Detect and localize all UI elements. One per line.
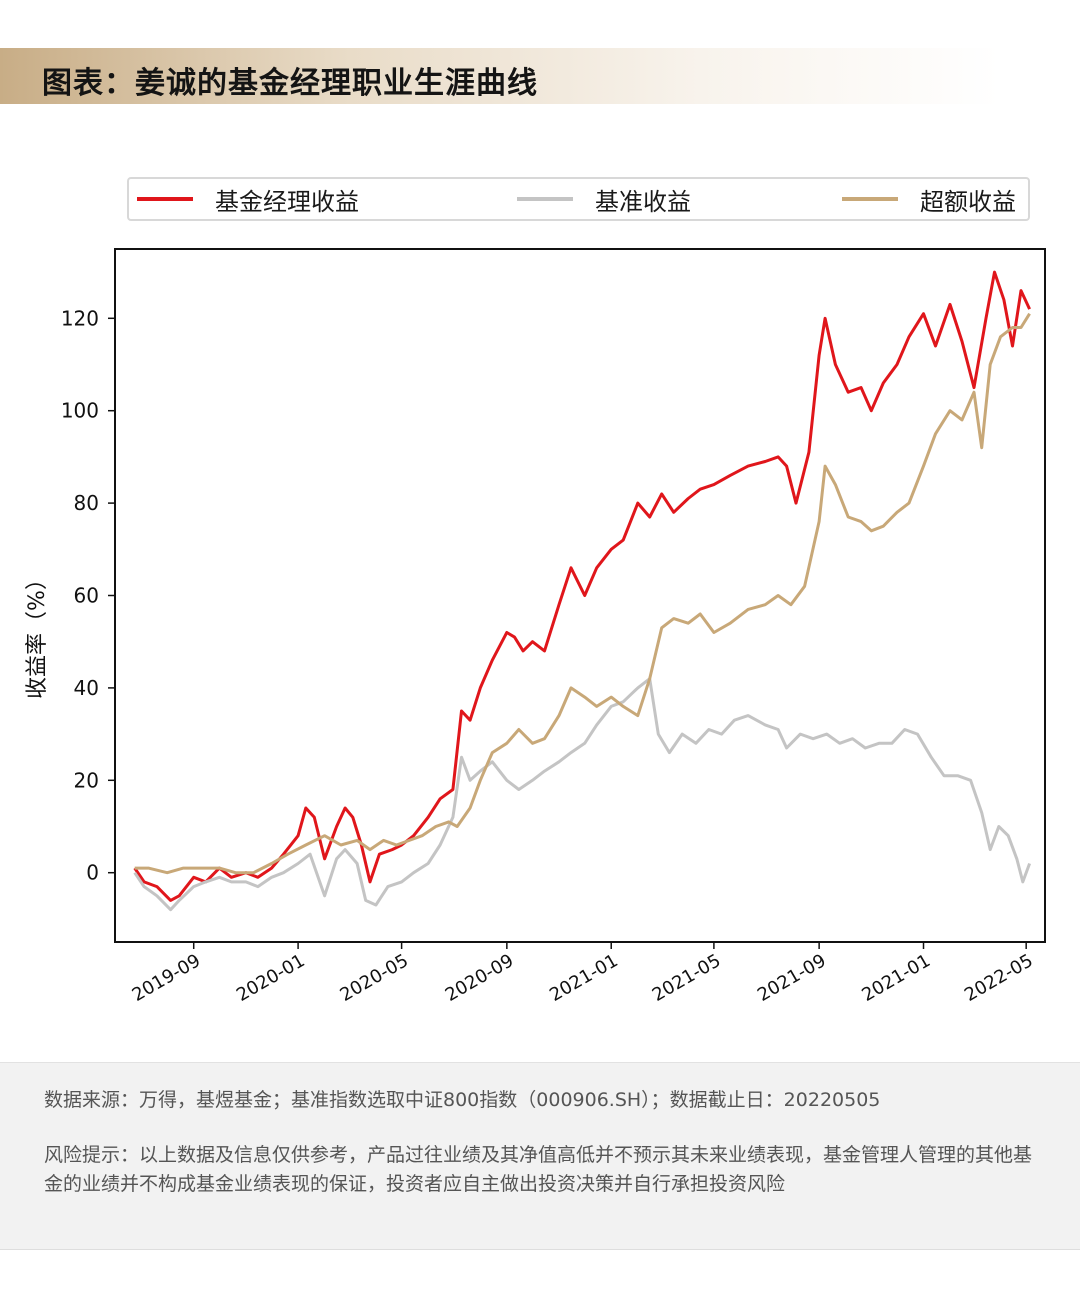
x-tick-label: 2020-09 — [442, 950, 518, 1006]
legend-swatch-benchmark — [517, 197, 573, 201]
legend-item-excess: 超额收益 — [842, 179, 1016, 219]
x-tick-label: 2020-05 — [336, 950, 412, 1006]
legend-label-benchmark: 基准收益 — [595, 187, 691, 216]
x-tick-label: 2021-01 — [858, 950, 934, 1006]
y-tick-label: 60 — [74, 584, 99, 608]
data-source-note: 数据来源：万得，基煜基金；基准指数选取中证800指数（000906.SH）；数据… — [44, 1089, 881, 1111]
chart-legend: 基金经理收益 基准收益 超额收益 — [127, 177, 1030, 221]
y-tick-label: 0 — [86, 861, 99, 885]
legend-swatch-manager — [137, 197, 193, 201]
x-tick-label: 2022-05 — [961, 950, 1037, 1006]
y-axis-label: 收益率（%） — [25, 568, 50, 699]
x-tick-label: 2019-09 — [129, 950, 205, 1006]
y-tick-label: 20 — [74, 768, 99, 792]
series-line-excess — [134, 312, 1031, 875]
footer-panel — [0, 1062, 1080, 1250]
y-tick-label: 40 — [74, 676, 99, 700]
plot-frame — [114, 248, 1046, 943]
y-tick-label: 80 — [74, 491, 99, 515]
risk-disclaimer: 风险提示：以上数据及信息仅供参考，产品过往业绩及其净值高低并不预示其未来业绩表现… — [44, 1144, 1033, 1195]
legend-swatch-excess — [842, 197, 898, 201]
series-line-manager — [133, 270, 1031, 902]
legend-item-benchmark: 基准收益 — [517, 179, 691, 219]
x-tick-label: 2021-05 — [649, 950, 725, 1006]
legend-label-excess: 超额收益 — [920, 187, 1016, 216]
x-tick-label: 2021-01 — [546, 950, 622, 1006]
x-tick-label: 2020-01 — [233, 950, 309, 1006]
y-tick-label: 120 — [61, 306, 99, 330]
legend-label-manager: 基金经理收益 — [215, 187, 359, 216]
legend-item-manager: 基金经理收益 — [137, 179, 359, 219]
x-tick-label: 2021-09 — [754, 950, 830, 1006]
title-banner — [0, 48, 1000, 104]
y-tick-label: 100 — [61, 399, 99, 423]
series-line-benchmark — [133, 677, 1032, 912]
page-title: 图表：姜诚的基金经理职业生涯曲线 — [42, 66, 538, 101]
line-chart: 0 20 40 60 80 100 120 2019-09 2020-01 2020-05 2020… — [25, 248, 1046, 1006]
